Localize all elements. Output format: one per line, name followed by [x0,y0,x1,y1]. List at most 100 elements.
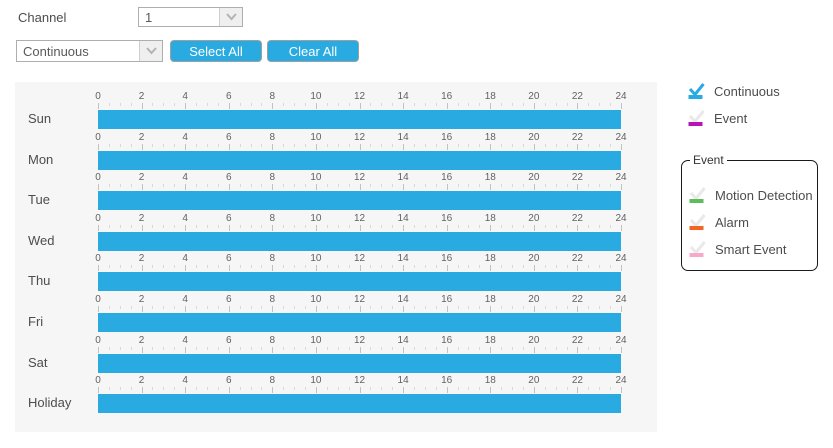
legend-item-label: Event [714,110,748,126]
tick [174,305,176,309]
tick [621,346,622,353]
tick [250,143,252,147]
tick [119,143,121,147]
channel-select[interactable]: 1 [138,7,243,27]
tick [217,184,219,188]
schedule-segment-continuous[interactable] [98,231,621,251]
tick [359,224,361,231]
timeline-track[interactable] [98,312,621,332]
tick [326,265,328,269]
tick [98,103,99,109]
tick [326,305,328,309]
select-all-button[interactable]: Select All [170,40,262,62]
tick [239,387,241,391]
legend-item-label: Continuous [714,83,780,99]
tick [424,387,426,391]
tick [599,346,601,350]
schedule-segment-continuous[interactable] [98,150,621,170]
tick [261,224,263,228]
timeline-ruler: 0 2 4 6 8 10 12 14 16 18 20 22 24 [95,171,627,211]
tick [130,103,132,106]
tick [555,184,557,188]
tick [294,305,296,309]
tick [435,184,437,188]
tick-label: 16 [441,334,453,346]
schedule-segment-continuous[interactable] [98,272,621,292]
tick [359,103,361,109]
tick-label: 24 [615,334,627,346]
tick [479,387,481,391]
schedule-segment-continuous[interactable] [98,191,621,211]
tick-label: 10 [310,131,322,143]
tick [403,143,405,150]
tick [294,184,296,188]
legend-item-motion[interactable]: Motion Detection [689,187,817,203]
tick-label: 2 [138,293,145,305]
tick [315,305,317,312]
timeline-track[interactable] [98,110,621,129]
tick [522,387,524,391]
tick [119,346,121,350]
timeline-track[interactable] [98,272,621,292]
tick [577,224,579,231]
tick-label: 20 [528,334,540,346]
tick [326,224,328,228]
tick-label: 22 [571,334,583,346]
legend-item-smart[interactable]: Smart Event [689,241,817,257]
tick-label: 18 [484,334,496,346]
tick [152,224,154,228]
day-label: Sun [28,111,52,126]
tick [348,224,350,228]
tick [348,265,350,269]
tick [98,346,99,353]
tick [555,224,557,228]
tick [163,224,165,228]
schedule-segment-continuous[interactable] [98,353,621,373]
tick [152,143,154,147]
tick [555,143,557,147]
timeline-track[interactable] [98,231,621,251]
tick-label: 14 [397,212,409,224]
tick [479,103,481,106]
tick-label: 10 [310,375,322,387]
tick [196,387,198,391]
tick [196,184,198,188]
schedule-segment-continuous[interactable] [98,110,621,129]
tick [457,224,459,228]
tick [512,143,514,147]
tick [370,265,372,269]
timeline-track[interactable] [98,394,621,414]
tick [359,305,361,312]
tick-label: 24 [615,212,627,224]
legend-item-alarm[interactable]: Alarm [689,214,817,230]
tick-label: 4 [182,253,188,265]
tick-marks [98,103,622,110]
tick-label: 12 [353,91,366,102]
tick [544,184,546,188]
clear-all-button[interactable]: Clear All [267,40,359,62]
tick-label: 0 [95,293,101,305]
timeline-track[interactable] [98,191,621,211]
tick [98,387,99,394]
tick [326,184,328,188]
tick [566,143,568,147]
schedule-segment-continuous[interactable] [98,312,621,332]
tick-label: 10 [310,212,322,224]
tick-label: 0 [95,91,101,102]
event-legend-items: Motion Detection Alarm Smart Event [689,187,817,257]
legend-item-event[interactable]: Event [688,110,780,126]
schedule-segment-continuous[interactable] [98,394,621,414]
tick-label: 18 [484,172,496,184]
timeline-track[interactable] [98,150,621,170]
record-type-select[interactable]: Continuous [16,40,163,62]
tick [457,103,459,106]
tick [501,346,503,350]
timeline-track[interactable] [98,353,621,373]
tick-label: 8 [269,375,276,387]
tick [577,387,579,394]
tick [359,143,361,150]
tick-label: 20 [528,375,540,387]
timeline-ruler: 0 2 4 6 8 10 12 14 16 18 20 22 24 [95,90,627,129]
check-swatch-icon [689,241,706,257]
legend-item-continuous[interactable]: Continuous [688,83,780,99]
